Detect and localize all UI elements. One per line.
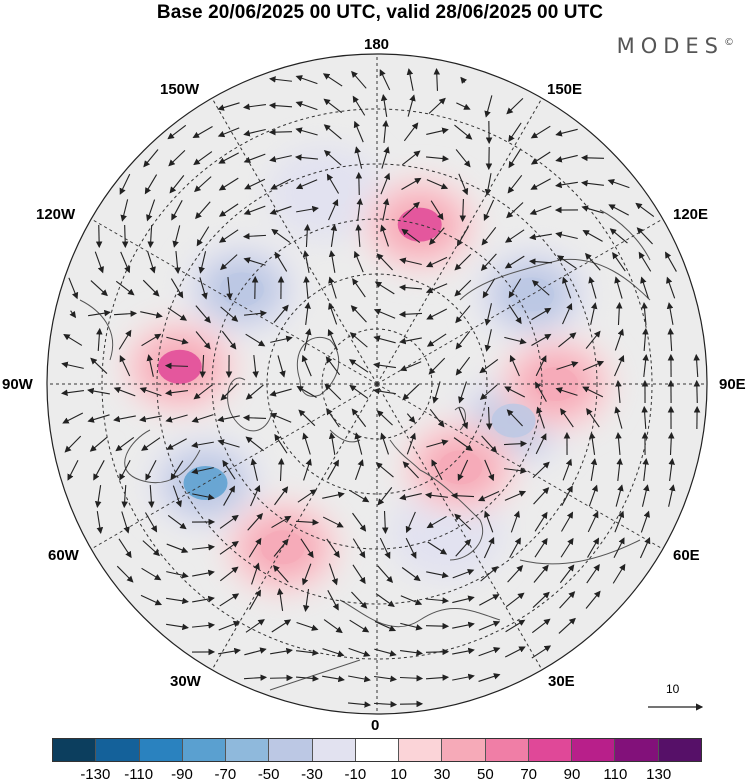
colorbar-ticks: -130 -110 -90 -70 -50 -30 -10 10 30 50 70 90 110 130 xyxy=(0,766,750,784)
colorbar-swatch xyxy=(140,739,183,761)
colorbar-swatch xyxy=(442,739,485,761)
reference-vector: 10 xyxy=(646,682,706,722)
colorbar-swatch xyxy=(53,739,96,761)
anomaly-core-6 xyxy=(158,350,202,384)
label-30w: 30W xyxy=(170,673,201,690)
wind-vector xyxy=(359,173,360,195)
label-30e: 30E xyxy=(548,673,575,690)
colorbar-tick-label: 130 xyxy=(646,766,671,783)
polar-map xyxy=(0,0,750,730)
anomaly-core-3 xyxy=(492,404,536,438)
label-90w: 90W xyxy=(2,376,33,393)
wind-vector xyxy=(270,132,292,133)
colorbar-tick-label: 70 xyxy=(520,766,537,783)
colorbar-tick-label: -50 xyxy=(258,766,280,783)
colorbar-swatch xyxy=(486,739,529,761)
reference-vector-label: 10 xyxy=(666,682,679,696)
label-0: 0 xyxy=(371,717,379,734)
colorbar-swatch xyxy=(313,739,356,761)
colorbar xyxy=(52,738,702,762)
colorbar-swatch xyxy=(572,739,615,761)
colorbar-tick-label: 110 xyxy=(603,766,627,783)
label-120e: 120E xyxy=(673,206,708,223)
colorbar-tick-label: -110 xyxy=(124,766,153,783)
colorbar-swatch xyxy=(356,739,399,761)
colorbar-swatch xyxy=(183,739,226,761)
label-150e: 150E xyxy=(547,81,582,98)
label-60w: 60W xyxy=(48,547,79,564)
wind-vector xyxy=(582,158,604,159)
wind-vector xyxy=(270,678,292,679)
anomaly-core-5 xyxy=(304,176,348,210)
colorbar-tick-label: 50 xyxy=(477,766,494,783)
colorbar-tick-label: -10 xyxy=(344,766,366,783)
wind-vector xyxy=(166,366,188,367)
label-180: 180 xyxy=(364,36,389,53)
colorbar-tick-label: -70 xyxy=(214,766,236,783)
colorbar-swatch xyxy=(659,739,701,761)
label-60e: 60E xyxy=(673,547,700,564)
wind-vector xyxy=(426,626,448,627)
anomaly-core-7 xyxy=(398,208,442,242)
colorbar-tick-label: -130 xyxy=(80,766,110,783)
colorbar-swatch xyxy=(269,739,312,761)
colorbar-swatch xyxy=(615,739,658,761)
colorbar-tick-label: -90 xyxy=(171,766,193,783)
colorbar-tick-label: -30 xyxy=(301,766,323,783)
wind-vector xyxy=(125,225,126,247)
colorbar-tick-label: 90 xyxy=(564,766,581,783)
label-150w: 150W xyxy=(160,81,199,98)
colorbar-swatch xyxy=(399,739,442,761)
colorbar-tick-label: 10 xyxy=(390,766,407,783)
label-90e: 90E xyxy=(719,376,746,393)
colorbar-tick-label: 30 xyxy=(434,766,451,783)
anomaly-core-9 xyxy=(438,450,482,484)
colorbar-swatch xyxy=(529,739,572,761)
wind-vector xyxy=(426,652,448,653)
colorbar-swatch xyxy=(96,739,139,761)
label-120w: 120W xyxy=(36,206,75,223)
colorbar-swatch xyxy=(226,739,269,761)
